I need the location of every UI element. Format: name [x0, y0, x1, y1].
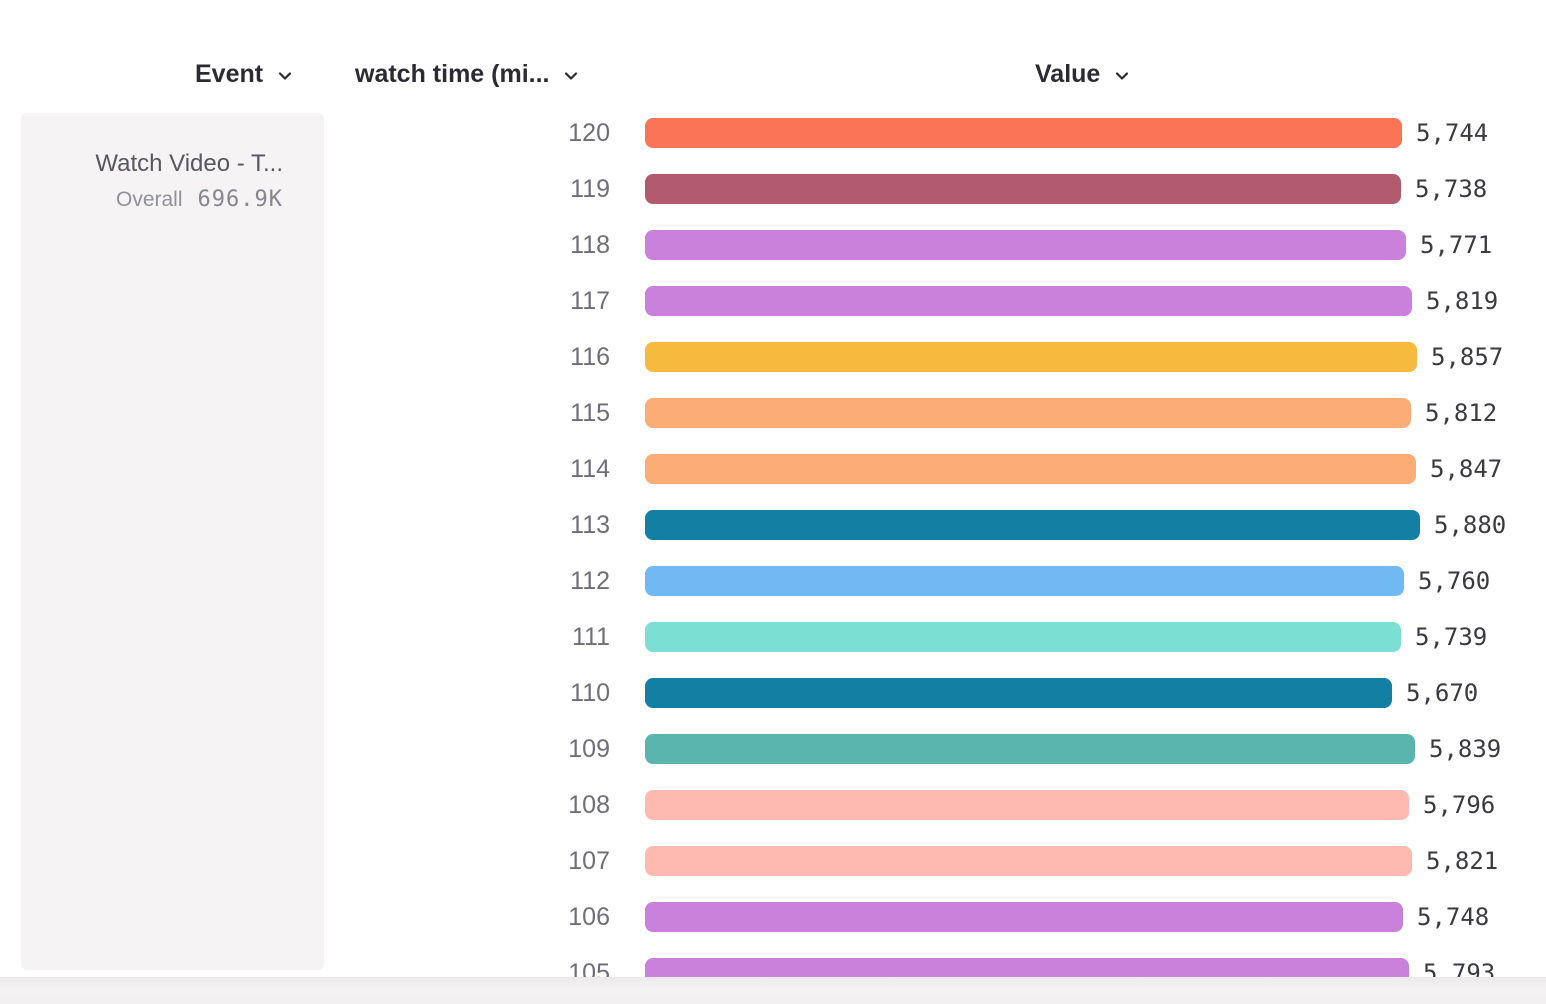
bar[interactable]: [645, 566, 1404, 596]
watch-time-column-label: watch time (mi...: [355, 59, 550, 88]
bar[interactable]: [645, 118, 1402, 148]
bar-value: 5,670: [1406, 679, 1479, 707]
bar[interactable]: [645, 678, 1392, 708]
bar-category: 119: [570, 174, 610, 203]
bar-chart-row: 118 5,771: [0, 217, 1546, 273]
bar-chart-row: 120 5,744: [0, 105, 1546, 161]
bar[interactable]: [645, 622, 1401, 652]
overall-value: 696.9K: [197, 187, 283, 212]
bottom-panel-strip: [0, 977, 1546, 1004]
bar-category: 117: [570, 286, 610, 315]
bar-category: 110: [570, 678, 610, 707]
bar-chart-row: 115 5,812: [0, 385, 1546, 441]
bar-chart-row: 108 5,796: [0, 777, 1546, 833]
bar[interactable]: [645, 790, 1409, 820]
bar-chart-row: 111 5,739: [0, 609, 1546, 665]
bar-chart: 120 5,744 119 5,738 118 5,771 117 5,819 …: [0, 105, 1546, 1001]
bar[interactable]: [645, 398, 1411, 428]
bar-category: 120: [568, 118, 610, 147]
bar-value: 5,821: [1426, 847, 1499, 875]
bar[interactable]: [645, 454, 1416, 484]
event-card[interactable]: Watch Video - T... Overall 696.9K: [21, 113, 324, 970]
bar-chart-row: 112 5,760: [0, 553, 1546, 609]
bar-value: 5,819: [1426, 287, 1499, 315]
bar-category: 115: [570, 398, 610, 427]
bar[interactable]: [645, 846, 1412, 876]
bar-value: 5,796: [1423, 791, 1496, 819]
bar-category: 109: [568, 734, 610, 763]
bar-value: 5,744: [1416, 119, 1489, 147]
bar-value: 5,760: [1418, 567, 1491, 595]
event-title: Watch Video - T...: [95, 150, 283, 177]
bar[interactable]: [645, 286, 1412, 316]
bar-chart-row: 107 5,821: [0, 833, 1546, 889]
bar[interactable]: [645, 734, 1415, 764]
bar-value: 5,771: [1420, 231, 1493, 259]
bar-value: 5,738: [1415, 175, 1488, 203]
bar-chart-row: 114 5,847: [0, 441, 1546, 497]
event-overall-row: Overall 696.9K: [21, 187, 283, 212]
bar-value: 5,748: [1417, 903, 1490, 931]
bar-category: 107: [568, 846, 610, 875]
bar-chart-row: 109 5,839: [0, 721, 1546, 777]
bar-category: 114: [570, 454, 610, 483]
bar-value: 5,839: [1429, 735, 1502, 763]
bar-category: 118: [570, 230, 610, 259]
bar[interactable]: [645, 342, 1417, 372]
bar-chart-row: 106 5,748: [0, 889, 1546, 945]
bar-category: 106: [568, 902, 610, 931]
value-column-label: Value: [1035, 59, 1101, 88]
bar-value: 5,880: [1434, 511, 1507, 539]
bar-chart-row: 113 5,880: [0, 497, 1546, 553]
bar-category: 111: [571, 622, 610, 651]
event-column-label: Event: [195, 59, 264, 88]
bar-value: 5,812: [1425, 399, 1498, 427]
watch-time-column-dropdown[interactable]: watch time (mi...: [355, 58, 580, 90]
bar-category: 113: [570, 510, 610, 539]
bar[interactable]: [645, 230, 1406, 260]
bar-value: 5,847: [1430, 455, 1503, 483]
chevron-down-icon: [565, 71, 578, 80]
bar-chart-row: 110 5,670: [0, 665, 1546, 721]
overall-label: Overall: [115, 188, 183, 211]
bar-value: 5,857: [1431, 343, 1504, 371]
chevron-down-icon: [1116, 71, 1129, 80]
bar-chart-row: 116 5,857: [0, 329, 1546, 385]
bar-chart-row: 119 5,738: [0, 161, 1546, 217]
bar-category: 108: [568, 790, 610, 819]
event-column-dropdown[interactable]: Event: [195, 58, 294, 90]
bar[interactable]: [645, 902, 1403, 932]
chevron-down-icon: [278, 71, 292, 80]
bar-category: 112: [570, 566, 610, 595]
value-column-dropdown[interactable]: Value: [1035, 58, 1131, 90]
bar-category: 116: [570, 342, 610, 371]
bar-chart-row: 117 5,819: [0, 273, 1546, 329]
bar[interactable]: [645, 510, 1420, 540]
bar-value: 5,739: [1415, 623, 1488, 651]
bar[interactable]: [645, 174, 1401, 204]
